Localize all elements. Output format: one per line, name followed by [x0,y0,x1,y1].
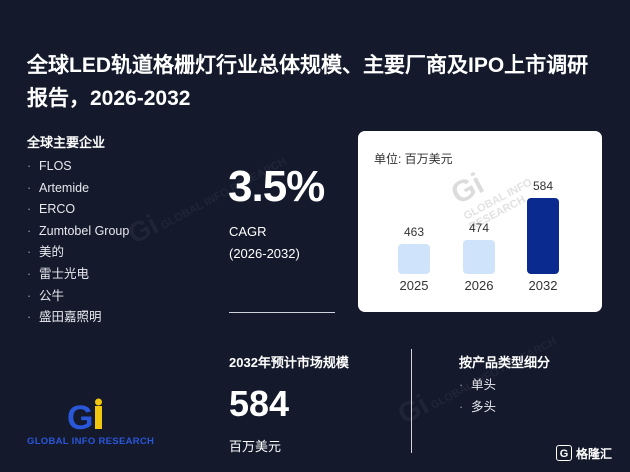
svg-text:G: G [67,399,93,437]
bar-category-label: 2026 [464,278,494,293]
market-size-heading: 2032年预计市场规模 [229,355,349,370]
companies-heading: 全球主要企业 [27,135,106,150]
market-size-unit: 百万美元 [229,439,282,454]
company-name: 公牛 [39,288,65,303]
company-name: 盛田嘉照明 [39,310,102,325]
bar-2032 [527,198,559,274]
divider [229,312,335,313]
bar-2026 [463,240,495,274]
company-item: · Artemide [27,178,129,200]
bar-2025 [398,244,430,274]
company-name: FLOS [39,159,72,173]
company-item: · 美的 [27,242,129,264]
gelonghui-badge: G 格隆汇 [556,443,612,463]
company-item: · 盛田嘉照明 [27,307,129,329]
bullet-icon: · [27,180,32,195]
bullet-icon: · [459,399,464,414]
product-type-name: 多头 [471,399,497,414]
cagr-range: (2026-2032) [229,246,300,261]
product-type-item: · 单头 [459,375,496,397]
market-size-value: 584 [229,383,290,424]
company-name: 美的 [39,245,65,260]
vertical-divider [411,349,412,453]
bar-category-label: 2025 [399,278,429,293]
bullet-icon: · [27,159,32,173]
bullet-icon: · [459,378,464,392]
company-name: Zumtobel Group [39,223,130,238]
product-type-item: · 多头 [459,397,496,419]
bullet-icon: · [27,266,32,281]
bar-category-label: 2032 [528,278,558,293]
badge-text: 格隆汇 [576,446,613,461]
company-name: 雷士光电 [39,266,90,281]
gelonghui-icon: G [556,445,572,461]
company-list: · FLOS · Artemide · ERCO · Zumtobel Group · 美的 · 雷士… [27,156,129,329]
chart-unit-label: 单位: 百万美元 [374,152,453,166]
cagr-label: CAGR [229,224,267,239]
gi-logo-icon: G [67,398,102,437]
company-item: · ERCO [27,199,129,221]
company-item: · 公牛 [27,286,129,308]
logo-text: GLOBAL INFO RESEARCH [27,436,155,447]
bullet-icon: · [27,223,32,238]
company-item: · 雷士光电 [27,264,129,286]
bar-value-label: 474 [468,221,490,235]
company-item: · Zumtobel Group [27,221,129,243]
bullet-icon: · [27,288,32,303]
bar-value-label: 584 [532,179,554,193]
product-type-list: · 单头 · 多头 [459,375,496,418]
company-name: Artemide [39,180,90,195]
cagr-value: 3.5% [228,162,325,211]
market-size-chart-card: Gi GLOBAL INFO RESEARCH 单位: 百万美元 463 2025 4… [358,131,602,312]
company-name: ERCO [39,202,76,217]
bar-value-label: 463 [403,225,425,239]
company-item: · FLOS [27,156,129,178]
bullet-icon: · [27,310,32,325]
bullet-icon: · [27,202,32,217]
bullet-icon: · [27,245,32,260]
product-types-heading: 按产品类型细分 [459,355,551,370]
product-type-name: 单头 [471,378,497,392]
report-title: 全球LED轨道格栅灯行业总体规模、主要厂商及IPO上市调研报告，2026-203… [27,54,589,110]
